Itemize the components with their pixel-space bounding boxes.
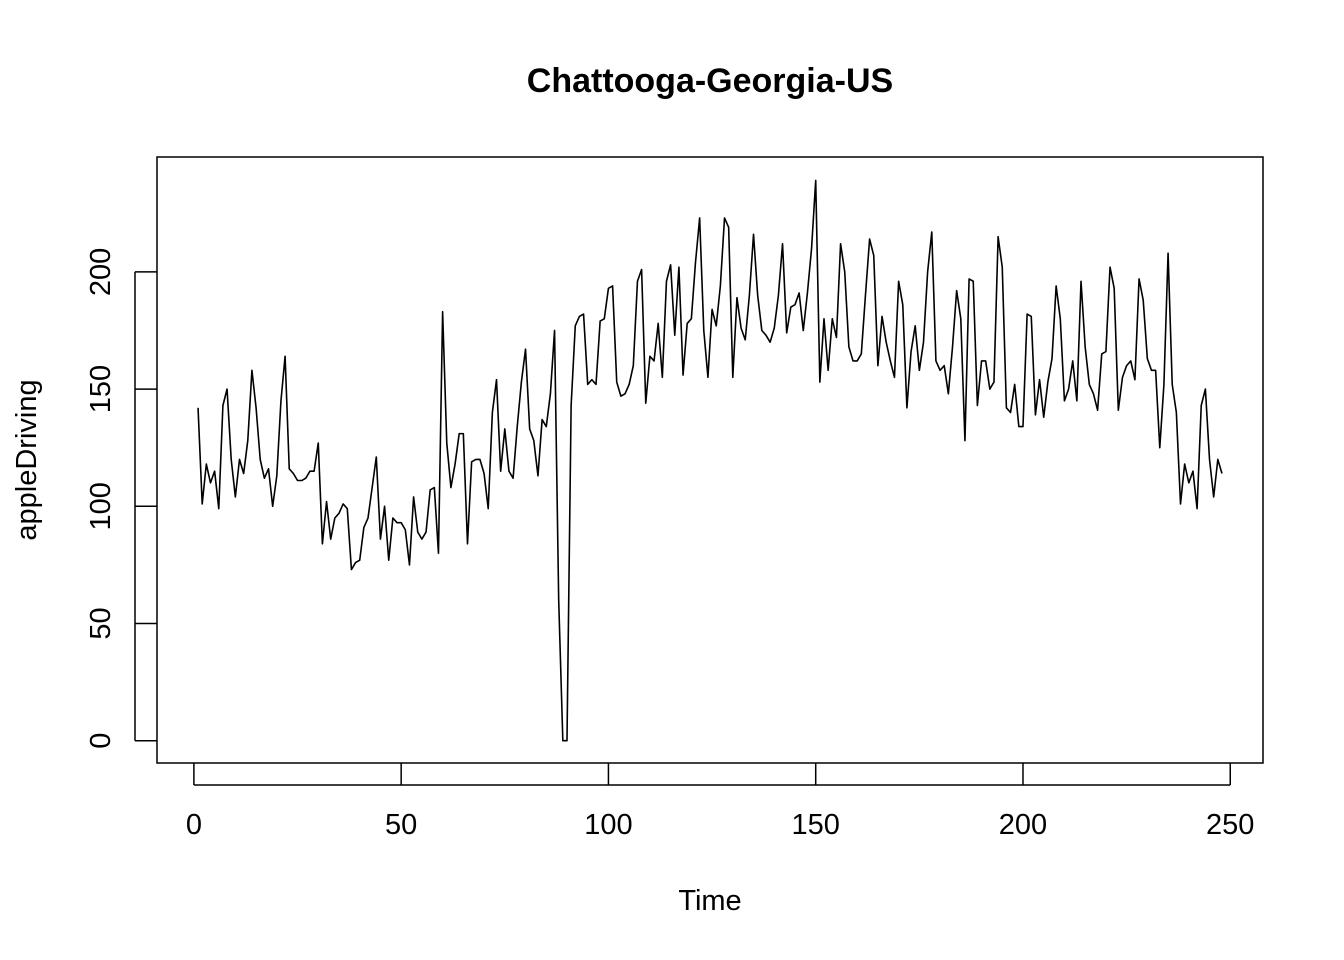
- y-tick-label: 100: [85, 482, 117, 530]
- plot-frame: [156, 156, 1264, 764]
- x-axis-label: Time: [678, 885, 741, 917]
- x-tick-label: 150: [792, 809, 840, 841]
- x-tick-label: 200: [999, 809, 1047, 841]
- x-tick-label: 50: [385, 809, 417, 841]
- y-tick-label: 50: [85, 607, 117, 639]
- x-axis: 0 50 100 150 200 250: [186, 763, 1254, 841]
- y-tick-label: 0: [85, 733, 117, 749]
- y-tick-label: 200: [85, 248, 117, 296]
- y-tick-label: 150: [85, 365, 117, 413]
- series-line: [197, 179, 1223, 742]
- x-tick-label: 0: [186, 809, 202, 841]
- x-tick-label: 100: [584, 809, 632, 841]
- chart-title: Chattooga-Georgia-US: [527, 62, 893, 100]
- y-axis-label: appleDriving: [11, 379, 43, 540]
- x-tick-label: 250: [1206, 809, 1254, 841]
- y-axis: 0 50 100 150 200: [85, 248, 157, 749]
